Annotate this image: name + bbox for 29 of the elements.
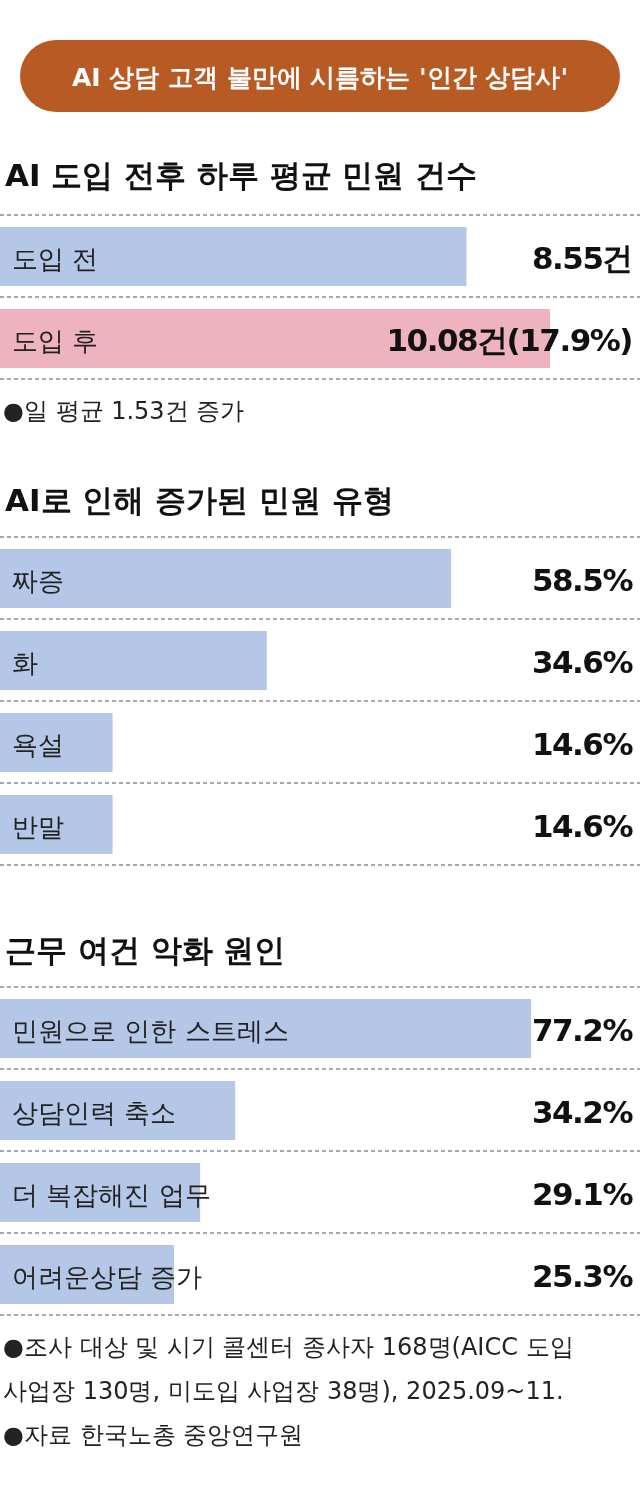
y-tick-label: 민원으로 인한 스트레스 [12, 1016, 289, 1046]
bar [0, 999, 531, 1058]
data-label: 29.1% [531, 1176, 634, 1212]
text: ●일 평균 1.53건 증가 [3, 397, 245, 425]
text: ●자료 한국노총 중앙연구원 [3, 1421, 304, 1449]
chart-title: 근무 여건 악화 원인 [5, 932, 286, 968]
chart-subtitle: AI 도입 전후 하루 평균 민원 건수 [5, 157, 478, 193]
data-label: 34.2% [531, 1094, 634, 1130]
y-tick-label: 더 복잡해진 업무 [12, 1180, 211, 1210]
y-tick-label: 도입 후 [12, 326, 99, 356]
data-label: 25.3% [531, 1258, 634, 1294]
y-tick-label: 상담인력 축소 [12, 1098, 177, 1128]
data-label: 34.6% [531, 644, 634, 680]
text: ●조사 대상 및 시기 콜센터 종사자 168명(AICC 도입 사업장 130명, 미도입 사업장 38명), 2025.09~11. [3, 1333, 574, 1405]
y-tick-label: 욕설 [12, 730, 64, 760]
chart-title: AI 상담 고객 불만에 시름하는 '인간 상담사' [71, 63, 569, 92]
data-label: 10.08건(17.9%) [386, 322, 632, 358]
y-tick-label: 도입 전 [12, 244, 99, 274]
y-tick-label: 반말 [12, 812, 64, 842]
y-tick-label: 짜증 [12, 566, 64, 596]
data-label: 14.6% [531, 808, 634, 844]
bar [0, 1081, 236, 1140]
data-label: 58.5% [531, 562, 634, 598]
data-label: 14.6% [531, 726, 634, 762]
data-label: 8.55건 [532, 240, 632, 276]
data-label: 77.2% [531, 1012, 634, 1048]
chart-title: AI로 인해 증가된 민원 유형 [5, 482, 394, 518]
y-tick-label: 어려운상담 증가 [12, 1262, 203, 1292]
y-tick-label: 화 [12, 648, 38, 678]
